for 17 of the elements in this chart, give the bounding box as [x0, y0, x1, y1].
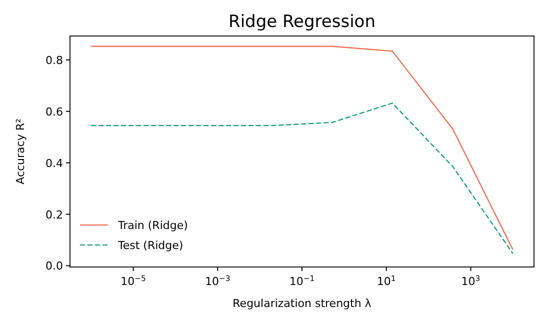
legend-label: Train (Ridge) — [117, 219, 188, 232]
line-series — [90, 46, 514, 250]
x-axis-title: Regularization strength λ — [232, 297, 372, 310]
x-tick-label: 10$^{3}$ — [461, 274, 480, 288]
y-axis-title: Accuracy R² — [14, 118, 27, 184]
x-tick-label: 10$^{1}$ — [376, 274, 396, 288]
chart-title: Ridge Regression — [228, 12, 376, 32]
x-tick-label: 10$^{−1}$ — [289, 274, 315, 288]
x-tick-label: 10$^{−3}$ — [204, 274, 230, 288]
y-tick-label: 0.8 — [46, 54, 63, 67]
line-series — [90, 102, 514, 254]
y-tick-label: 0.6 — [46, 105, 63, 118]
x-tick-label: 10$^{−5}$ — [120, 274, 146, 288]
y-tick-label: 0.0 — [46, 260, 63, 273]
legend-label: Test (Ridge) — [117, 239, 184, 252]
y-tick-label: 0.4 — [46, 156, 63, 170]
y-tick-label: 0.2 — [46, 208, 63, 222]
